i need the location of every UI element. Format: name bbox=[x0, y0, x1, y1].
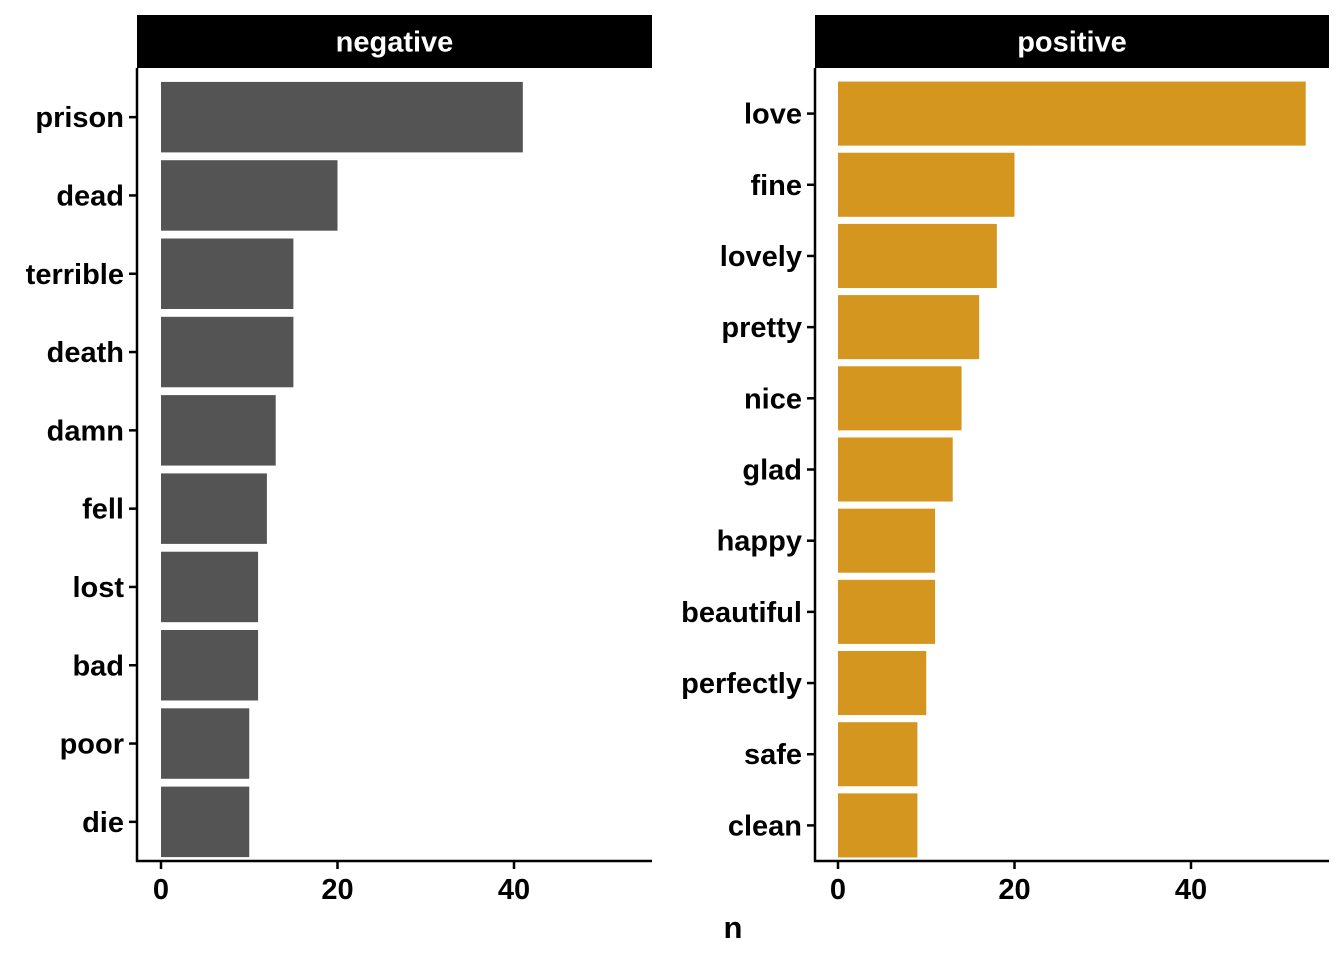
x-tick-label: 0 bbox=[830, 874, 846, 906]
bar-lovely bbox=[838, 223, 997, 288]
bar-terrible bbox=[161, 238, 294, 309]
bar-beautiful bbox=[838, 579, 936, 644]
category-label: poor bbox=[60, 729, 124, 761]
category-label: dead bbox=[56, 180, 124, 212]
bar-lost bbox=[161, 551, 259, 623]
category-label: prison bbox=[35, 102, 124, 134]
bar-fell bbox=[161, 473, 267, 544]
bar-glad bbox=[838, 437, 953, 502]
x-tick-label: 40 bbox=[498, 874, 530, 906]
x-tick-label: 40 bbox=[1175, 874, 1207, 906]
category-label: glad bbox=[742, 455, 802, 487]
category-label: happy bbox=[717, 526, 802, 558]
bar-fine bbox=[838, 152, 1015, 217]
category-label: pretty bbox=[721, 312, 802, 344]
bar-safe bbox=[838, 722, 918, 787]
x-tick-label: 20 bbox=[998, 874, 1030, 906]
category-label: bad bbox=[72, 650, 124, 682]
x-tick-label: 0 bbox=[153, 874, 169, 906]
bar-perfectly bbox=[838, 651, 927, 716]
category-label: clean bbox=[728, 810, 802, 842]
category-label: die bbox=[82, 807, 124, 839]
category-label: lovely bbox=[720, 241, 802, 273]
panel-strip bbox=[815, 15, 1329, 68]
bar-die bbox=[161, 786, 250, 858]
bar-dead bbox=[161, 160, 338, 231]
bar-poor bbox=[161, 708, 250, 779]
panel-title: positive bbox=[1017, 27, 1127, 59]
bar-happy bbox=[838, 508, 936, 573]
category-label: damn bbox=[47, 415, 124, 447]
category-label: fine bbox=[750, 170, 802, 202]
panel-title: negative bbox=[336, 27, 454, 59]
bar-pretty bbox=[838, 295, 980, 360]
panel-positive: positive love fine lovely pretty nice glad happ… bbox=[681, 15, 1329, 906]
category-label: safe bbox=[744, 739, 802, 771]
panel-strip bbox=[137, 15, 652, 68]
bar-prison bbox=[161, 81, 523, 153]
bar-clean bbox=[838, 793, 918, 858]
bar-nice bbox=[838, 366, 962, 431]
bar-love bbox=[838, 81, 1306, 146]
category-label: beautiful bbox=[681, 597, 802, 629]
panel-negative: negative prison dead terrible death damn fell l… bbox=[26, 15, 652, 906]
category-label: fell bbox=[82, 494, 124, 526]
category-label: lost bbox=[72, 572, 124, 604]
bar-death bbox=[161, 316, 294, 388]
x-tick-label: 20 bbox=[321, 874, 353, 906]
bar-damn bbox=[161, 395, 276, 466]
category-label: perfectly bbox=[681, 668, 802, 700]
category-label: love bbox=[744, 99, 802, 131]
x-axis-title: n bbox=[724, 910, 743, 945]
category-label: terrible bbox=[26, 259, 124, 291]
category-label: nice bbox=[744, 383, 802, 415]
bar-bad bbox=[161, 630, 259, 701]
category-label: death bbox=[47, 337, 124, 369]
